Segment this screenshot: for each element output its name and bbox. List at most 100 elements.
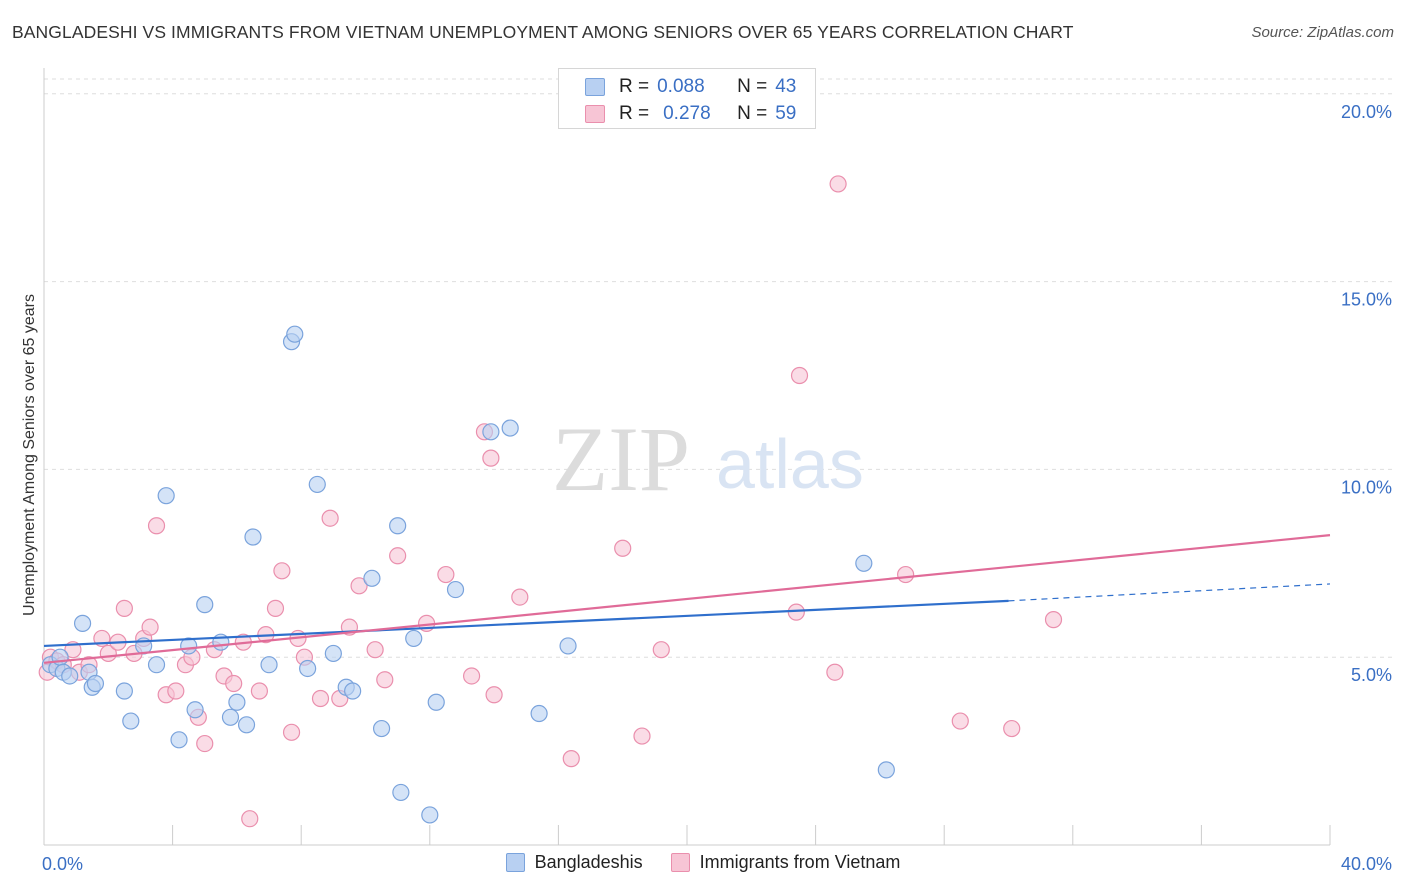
legend-n-value: 59 <box>775 103 797 124</box>
bottom-swatch-pink <box>670 853 690 872</box>
legend-n-label: N = <box>737 76 768 97</box>
bangladeshi-point <box>286 325 304 343</box>
vietnam-point <box>462 667 481 685</box>
bangladeshi-point <box>73 614 92 632</box>
bangladeshi-trend-line <box>43 599 1009 648</box>
bangladeshi-point <box>421 806 439 824</box>
bangladeshi-point <box>372 719 391 738</box>
vietnam-point <box>897 565 915 584</box>
bangladeshi-point <box>299 659 317 678</box>
bangladeshi-point <box>427 693 445 711</box>
vietnam-point <box>273 562 291 580</box>
legend-r-value: 0.088 <box>657 76 705 97</box>
legend-n-label: N = <box>737 103 768 124</box>
bangladeshi-point <box>324 644 342 663</box>
legend-swatch-blue <box>585 78 605 96</box>
grid-layer <box>44 78 1392 658</box>
vietnam-point <box>321 509 339 527</box>
y-tick-label: 5.0% <box>1351 665 1392 685</box>
source-label: Source: ZipAtlas.com <box>1251 24 1394 41</box>
bangladeshi-point <box>389 517 407 535</box>
bangladeshi-point <box>392 783 410 802</box>
vietnam-point <box>311 689 330 708</box>
trend-layer <box>43 534 1331 664</box>
bangladeshi-point <box>446 580 465 599</box>
vietnam-point <box>652 641 670 659</box>
bangladeshi-point <box>308 475 326 494</box>
vietnam-point <box>614 539 632 557</box>
bangladeshi-point <box>228 693 246 711</box>
bangladeshi-point <box>86 674 105 693</box>
vietnam-point <box>225 674 243 693</box>
bangladeshi-point <box>405 629 423 648</box>
bangladeshi-point <box>363 569 381 587</box>
vietnam-point <box>266 599 285 617</box>
points-layer <box>38 175 1063 828</box>
vietnam-point <box>633 727 651 745</box>
bangladeshi-point <box>559 637 577 655</box>
bangladeshi-point <box>260 656 278 674</box>
vietnam-point <box>511 588 529 606</box>
x-tick-label: 0.0% <box>42 854 83 874</box>
vietnam-point <box>147 517 166 535</box>
vietnam-point <box>482 449 500 467</box>
vietnam-trend-line <box>43 534 1331 664</box>
bottom-legend-vietnam[interactable]: Immigrants from Vietnam <box>670 852 901 873</box>
bangladeshi-point <box>221 708 240 726</box>
bangladeshi-point <box>244 528 262 546</box>
watermark-atlas: atlas <box>716 425 864 503</box>
legend-box: R = 0.088 N = 43 R = 0.278 N = 59 <box>558 68 816 129</box>
axis-layer: 5.0% 10.0% 15.0% 20.0% 0.0% 40.0% <box>42 68 1392 874</box>
vietnam-point <box>376 671 394 689</box>
bangladeshi-point <box>157 487 175 505</box>
vietnam-point <box>790 366 809 385</box>
bangladeshi-trend-extension <box>1008 583 1331 602</box>
legend-r-label: R = <box>619 76 650 97</box>
vietnam-point <box>1003 719 1021 738</box>
bangladeshi-point <box>61 667 79 685</box>
bottom-legend-bangladeshis[interactable]: Bangladeshis <box>505 852 643 873</box>
vietnam-point <box>826 663 844 681</box>
bangladeshi-point <box>147 656 166 674</box>
y-tick-label: 10.0% <box>1341 477 1392 497</box>
bottom-swatch-blue <box>505 853 525 872</box>
vietnam-point <box>951 712 969 730</box>
vietnam-point <box>437 565 455 584</box>
vietnam-point <box>115 599 133 617</box>
vietnam-point <box>167 682 185 700</box>
vietnam-point <box>562 750 580 768</box>
legend-swatch-pink <box>585 105 605 123</box>
y-tick-label: 20.0% <box>1341 102 1392 122</box>
bangladeshi-point <box>122 712 140 730</box>
bangladeshi-point <box>855 554 873 572</box>
legend-row-bangladeshis: R = 0.088 N = 43 <box>585 76 796 98</box>
bangladeshi-point <box>196 596 214 614</box>
legend-row-vietnam: R = 0.278 N = 59 <box>585 103 796 125</box>
bangladeshi-point <box>115 682 133 700</box>
bangladeshi-point <box>501 419 519 437</box>
bangladeshi-point <box>530 704 548 723</box>
bangladeshi-point <box>237 716 256 734</box>
bangladeshi-point <box>186 701 204 719</box>
vietnam-point <box>196 734 214 753</box>
chart-title: BANGLADESHI VS IMMIGRANTS FROM VIETNAM U… <box>12 22 1074 42</box>
watermark: ZIP atlas <box>552 408 864 510</box>
bangladeshi-point <box>877 761 895 779</box>
vietnam-point <box>1044 611 1063 629</box>
vietnam-point <box>485 686 503 704</box>
vietnam-point <box>282 723 301 741</box>
bottom-legend: Bangladeshis Immigrants from Vietnam <box>0 852 1406 873</box>
vietnam-point <box>250 682 269 700</box>
x-tick-label: 40.0% <box>1341 854 1392 874</box>
bottom-legend-label: Immigrants from Vietnam <box>699 852 901 872</box>
bangladeshi-point <box>344 682 362 700</box>
vietnam-point <box>241 810 259 828</box>
legend-r-value: 0.278 <box>663 103 711 124</box>
vietnam-point <box>366 641 384 659</box>
legend-r-label: R = <box>619 103 650 124</box>
vietnam-point <box>389 547 407 565</box>
legend-n-value: 43 <box>775 76 797 97</box>
bangladeshi-point <box>170 731 188 749</box>
vietnam-point <box>141 618 159 636</box>
